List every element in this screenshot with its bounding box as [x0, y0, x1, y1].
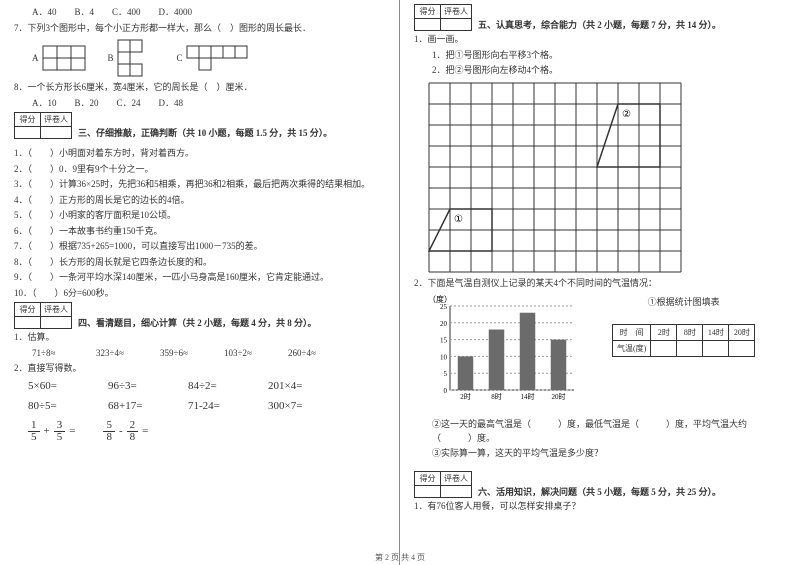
s3-item: 9．（ ）一条河平均水深140厘米，一匹小马身高是160厘米，它肯定能通过。 — [14, 271, 385, 285]
section5-header: 得分评卷人 五、认真思考，综合能力（共 2 小题，每题 7 分，共 14 分）。 — [414, 4, 786, 31]
r-q1a: 1．把①号图形向右平移3个格。 — [414, 49, 786, 63]
estimate-row: 71÷8≈323÷4≈359÷6≈103÷2≈260÷4≈ — [14, 347, 385, 361]
svg-text:25: 25 — [440, 303, 448, 311]
shape-c-label: C — [177, 53, 183, 63]
page-footer: 第 2 页 共 4 页 — [0, 552, 800, 563]
section4-header: 得分评卷人 四、看清题目，细心计算（共 2 小题，每题 4 分，共 8 分）。 — [14, 302, 385, 329]
shape-c-icon — [186, 45, 250, 71]
svg-text:15: 15 — [440, 337, 448, 345]
score-box: 得分评卷人 — [14, 112, 72, 139]
r-q1: 1．画一画。 — [414, 33, 786, 47]
svg-text:②: ② — [622, 109, 631, 120]
shape-a-icon — [42, 45, 86, 71]
section3-header: 得分评卷人 三、仔细推敲，正确判断（共 10 小题，每题 1.5 分，共 15 … — [14, 112, 385, 139]
svg-text:10: 10 — [440, 353, 448, 361]
svg-text:5: 5 — [444, 370, 448, 378]
temperature-chart: （度）05101520252时8时14时20时 — [428, 294, 598, 414]
score-box: 得分评卷人 — [414, 4, 472, 31]
temperature-table: 时 间2时8时14时20时 气温(度) — [612, 324, 755, 357]
section5-title: 五、认真思考，综合能力（共 2 小题，每题 7 分，共 14 分）。 — [478, 8, 721, 31]
fraction-row: 15 + 35 = 58 - 28 = — [14, 420, 385, 443]
s3-item: 2．（ ）0．9里有9个十分之一。 — [14, 163, 385, 177]
q8-text: 8．一个长方形长6厘米，宽4厘米，它的周长是（ ）厘米． — [14, 81, 385, 95]
s3-item: 6．（ ）一本故事书约重150千克。 — [14, 225, 385, 239]
r-q2: 2．下面是气温自测仪上记录的某天4个不同时间的气温情况： — [414, 277, 786, 291]
shape-b-icon — [117, 39, 155, 77]
section4-title: 四、看清题目，细心计算（共 2 小题，每题 4 分，共 8 分）。 — [78, 306, 317, 329]
s6-q1: 1．有76位客人用餐，可以怎样安排桌子？ — [414, 500, 786, 514]
svg-text:2时: 2时 — [460, 392, 471, 401]
calc-grid: 5×60=96÷3=84÷2=201×4= 80÷5=68+17=71-24=3… — [14, 380, 385, 412]
svg-text:0: 0 — [444, 387, 448, 395]
s3-item: 5．（ ）小明家的客厅面积是10公顷。 — [14, 209, 385, 223]
shape-a-label: A — [32, 53, 39, 63]
svg-text:①: ① — [454, 214, 463, 225]
r-q2c: ③实际算一算，这天的平均气温是多少度？ — [414, 447, 786, 461]
section6-header: 得分评卷人 六、活用知识，解决问题（共 5 小题，每题 5 分，共 25 分）。 — [414, 471, 786, 498]
section3-title: 三、仔细推敲，正确判断（共 10 小题，每题 1.5 分，共 15 分）。 — [78, 116, 332, 139]
svg-text:8时: 8时 — [491, 392, 502, 401]
r-q2b: ②这一天的最高气温是（ ）度，最低气温是（ ）度，平均气温大约（ ）度。 — [414, 418, 786, 445]
score-box: 得分评卷人 — [14, 302, 72, 329]
chart-fill-title: ①根据统计图填表 — [612, 296, 755, 310]
s3-item: 7．（ ）根据735+265=1000，可以直接写出1000－735的差。 — [14, 240, 385, 254]
s3-item: 8．（ ）长方形的周长就是它四条边长度的和。 — [14, 256, 385, 270]
q8-options: A．10B．20C．24D．48 — [14, 97, 385, 111]
s3-item: 4．（ ）正方形的周长是它的边长的4倍。 — [14, 194, 385, 208]
s3-item: 1．（ ）小明面对着东方时，背对着西方。 — [14, 147, 385, 161]
q6-options: A．40B．4C．400D．4000 — [14, 6, 385, 20]
translation-grid: ①② — [428, 82, 682, 273]
score-box: 得分评卷人 — [414, 471, 472, 498]
svg-text:14时: 14时 — [521, 392, 535, 401]
svg-text:20: 20 — [440, 320, 448, 328]
shape-options: A B — [32, 39, 385, 77]
q7-text: 7．下列3个图形中，每个小正方形都一样大，那么（ ）图形的周长最长． — [14, 22, 385, 36]
s3-item: 3．（ ）计算36×25时，先把36和5相乘，再把36和2相乘，最后把两次乘得的… — [14, 178, 385, 192]
s3-item: 10．（ ）6分=600秒。 — [14, 287, 385, 301]
s4-q2: 2．直接写得数。 — [14, 362, 385, 376]
r-q1b: 2．把②号图形向左移动4个格。 — [414, 64, 786, 78]
s4-q1: 1．估算。 — [14, 331, 385, 345]
section6-title: 六、活用知识，解决问题（共 5 小题，每题 5 分，共 25 分）。 — [478, 475, 721, 498]
shape-b-label: B — [108, 53, 114, 63]
svg-text:20时: 20时 — [552, 392, 566, 401]
